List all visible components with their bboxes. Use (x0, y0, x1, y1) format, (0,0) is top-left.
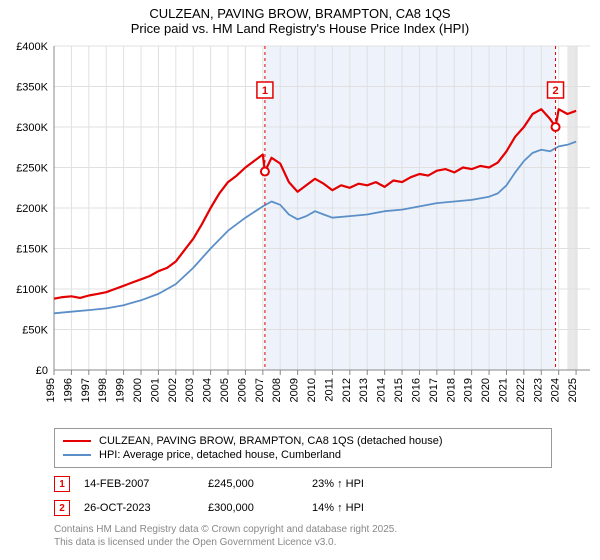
svg-text:2012: 2012 (341, 378, 353, 402)
svg-text:2021: 2021 (497, 378, 509, 402)
svg-text:2013: 2013 (358, 378, 370, 402)
title-line-1: CULZEAN, PAVING BROW, BRAMPTON, CA8 1QS (0, 6, 600, 21)
svg-text:2008: 2008 (271, 378, 283, 402)
sale-marker-icon: 2 (54, 500, 70, 516)
svg-text:2009: 2009 (289, 378, 301, 402)
svg-text:2020: 2020 (480, 378, 492, 402)
legend-swatch (63, 440, 91, 442)
svg-text:2003: 2003 (184, 378, 196, 402)
sale-date: 26-OCT-2023 (84, 502, 194, 514)
svg-text:2005: 2005 (219, 378, 231, 402)
svg-text:£150K: £150K (16, 244, 48, 256)
sales-table: 1 14-FEB-2007 £245,000 23% ↑ HPI 2 26-OC… (54, 472, 534, 520)
sale-date: 14-FEB-2007 (84, 478, 194, 490)
sale-marker-icon: 1 (54, 476, 70, 492)
svg-text:2016: 2016 (410, 378, 422, 402)
sale-row: 2 26-OCT-2023 £300,000 14% ↑ HPI (54, 496, 534, 520)
legend-label: CULZEAN, PAVING BROW, BRAMPTON, CA8 1QS … (99, 435, 443, 447)
svg-text:2004: 2004 (202, 378, 214, 402)
svg-text:2014: 2014 (376, 378, 388, 402)
legend: CULZEAN, PAVING BROW, BRAMPTON, CA8 1QS … (54, 428, 552, 468)
legend-item: HPI: Average price, detached house, Cumb… (63, 448, 543, 462)
svg-text:1996: 1996 (62, 378, 74, 402)
svg-text:2: 2 (552, 85, 558, 97)
svg-text:1998: 1998 (97, 378, 109, 402)
svg-text:£100K: £100K (16, 284, 48, 296)
svg-text:2010: 2010 (306, 378, 318, 402)
svg-text:£400K: £400K (16, 41, 48, 53)
svg-text:£350K: £350K (16, 82, 48, 94)
svg-text:£0: £0 (36, 365, 48, 377)
svg-text:2025: 2025 (567, 378, 579, 402)
footer-line-2: This data is licensed under the Open Gov… (54, 537, 554, 550)
footer-attribution: Contains HM Land Registry data © Crown c… (54, 524, 554, 557)
svg-text:£250K: £250K (16, 163, 48, 175)
svg-text:2023: 2023 (532, 378, 544, 402)
svg-text:1: 1 (262, 85, 268, 97)
svg-text:2019: 2019 (463, 378, 475, 402)
svg-text:2022: 2022 (515, 378, 527, 402)
svg-text:2024: 2024 (550, 378, 562, 402)
svg-text:2002: 2002 (167, 378, 179, 402)
svg-text:2001: 2001 (149, 378, 161, 402)
legend-label: HPI: Average price, detached house, Cumb… (99, 449, 341, 461)
footer-line-1: Contains HM Land Registry data © Crown c… (54, 524, 554, 537)
legend-swatch (63, 454, 91, 456)
chart-container: CULZEAN, PAVING BROW, BRAMPTON, CA8 1QS … (0, 0, 600, 557)
svg-text:2000: 2000 (132, 378, 144, 402)
svg-text:1995: 1995 (45, 378, 57, 402)
title-line-2: Price paid vs. HM Land Registry's House … (0, 21, 600, 36)
svg-text:2007: 2007 (254, 378, 266, 402)
title-block: CULZEAN, PAVING BROW, BRAMPTON, CA8 1QS … (0, 0, 600, 40)
sale-price: £300,000 (208, 502, 298, 514)
svg-text:1997: 1997 (80, 378, 92, 402)
legend-item: CULZEAN, PAVING BROW, BRAMPTON, CA8 1QS … (63, 434, 543, 448)
sale-price: £245,000 (208, 478, 298, 490)
svg-text:£50K: £50K (22, 325, 48, 337)
sale-row: 1 14-FEB-2007 £245,000 23% ↑ HPI (54, 472, 534, 496)
svg-text:£300K: £300K (16, 122, 48, 134)
svg-text:£200K: £200K (16, 203, 48, 215)
line-chart: £0 £50K £100K £150K £200K £250K £300K £350K £400… (0, 40, 600, 420)
sale-hpi: 23% ↑ HPI (312, 478, 402, 490)
svg-text:2011: 2011 (323, 378, 335, 402)
sale-hpi: 14% ↑ HPI (312, 502, 402, 514)
svg-text:2015: 2015 (393, 378, 405, 402)
svg-text:2017: 2017 (428, 378, 440, 402)
svg-text:2006: 2006 (236, 378, 248, 402)
svg-text:1999: 1999 (115, 378, 127, 402)
svg-text:2018: 2018 (445, 378, 457, 402)
